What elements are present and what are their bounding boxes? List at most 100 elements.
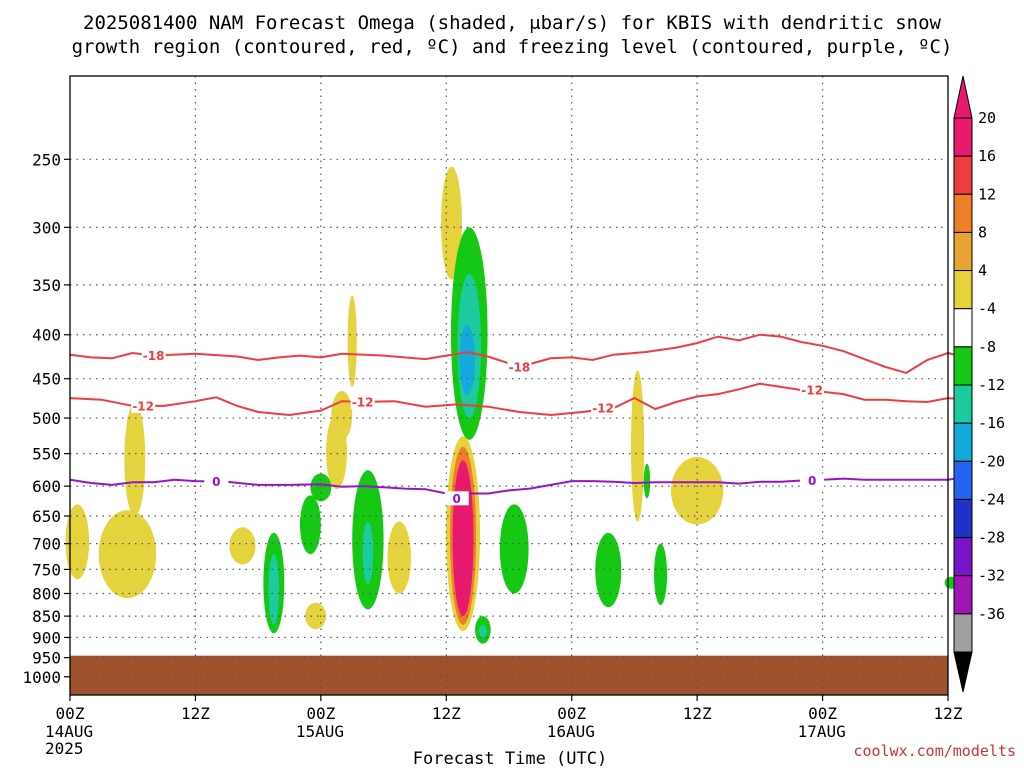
x-tick-date-0: 14AUG	[45, 722, 93, 741]
omega-feature-0	[441, 166, 462, 280]
temperature-contours: -18 -18 -12 -12 -12 -12 0 0 0	[69, 333, 959, 506]
contour-label-bg	[141, 348, 166, 363]
x-tick-year-0: 2025	[45, 739, 84, 758]
x-tick-label-0: 00Z	[56, 704, 85, 723]
y-tick-label-550: 550	[32, 445, 61, 464]
omega-feature-6	[452, 460, 474, 617]
colorbar-label--8: -8	[978, 338, 996, 356]
y-tick-label-250: 250	[32, 150, 61, 169]
contour-label-0: 0	[453, 492, 461, 506]
y-tick-label-850: 850	[32, 607, 61, 626]
x-tick-date-2: 15AUG	[296, 722, 344, 741]
y-tick-label-650: 650	[32, 507, 61, 526]
colorbar-box-0	[953, 117, 973, 157]
omega-feature-12	[124, 402, 146, 516]
colorbar-bottom-arrow	[953, 651, 973, 693]
chart-title-line1: 2025081400 NAM Forecast Omega (shaded, μ…	[83, 12, 941, 34]
omega-feature-22	[387, 521, 412, 594]
x-tick-label-4: 00Z	[557, 704, 586, 723]
x-tick-label-1: 12Z	[181, 704, 210, 723]
y-tick-label-300: 300	[32, 218, 61, 237]
ground-terrain	[70, 655, 948, 695]
colorbar-top-arrow	[953, 75, 973, 119]
contour-line--12	[69, 382, 959, 417]
contour-label--12: -12	[592, 402, 614, 416]
colorbar-label--36: -36	[978, 605, 1005, 623]
colorbar-label-20: 20	[978, 109, 996, 127]
x-tick-date-6: 17AUG	[798, 722, 846, 741]
omega-feature-23	[305, 602, 327, 630]
y-tick-label-600: 600	[32, 477, 61, 496]
omega-feature-19	[331, 390, 353, 440]
omega-feature-24	[347, 295, 357, 387]
colorbar-box-3	[953, 231, 973, 272]
y-tick-label-500: 500	[32, 409, 61, 428]
omega-shading	[65, 166, 958, 644]
x-tick-date-4: 16AUG	[547, 722, 595, 741]
contour-label--18: -18	[509, 360, 531, 374]
colorbar-box-11	[953, 537, 973, 577]
y-tick-label-1000: 1000	[22, 668, 61, 687]
contour-label-bg	[800, 473, 825, 488]
contour-label--18: -18	[143, 349, 165, 363]
x-tick-label-7: 12Z	[934, 704, 963, 723]
colorbar-box-2	[953, 193, 973, 233]
colorbar: 20 16 12 8 4 -4 -8 -12 -16 -20 -24 -28 -32 -36	[953, 75, 1005, 693]
omega-feature-11	[98, 510, 157, 599]
omega-feature-15	[268, 554, 280, 625]
contour-label-0: 0	[808, 474, 816, 488]
y-tick-label-900: 900	[32, 628, 61, 647]
y-tick-label-450: 450	[32, 370, 61, 389]
colorbar-box-4	[953, 270, 973, 310]
colorbar-box-9	[953, 460, 973, 500]
y-tick-label-700: 700	[32, 535, 61, 554]
contour-label-bg	[131, 398, 156, 413]
y-tick-label-350: 350	[32, 276, 61, 295]
colorbar-label--16: -16	[978, 414, 1005, 432]
x-axis-label: Forecast Time (UTC)	[413, 749, 607, 768]
chart-title-line2: growth region (contoured, red, ºC) and f…	[72, 36, 953, 58]
omega-feature-17	[310, 473, 332, 502]
y-tick-label-800: 800	[32, 584, 61, 603]
omega-feature-10	[65, 504, 90, 580]
contour-label-bg	[204, 474, 229, 489]
contour-label-bg	[591, 401, 616, 416]
omega-feature-21	[362, 521, 374, 585]
contour-label-bg	[507, 359, 532, 374]
colorbar-label-4: 4	[978, 262, 987, 280]
x-tick-label-3: 12Z	[432, 704, 461, 723]
omega-feature-3	[459, 325, 476, 395]
y-tick-label-400: 400	[32, 326, 61, 345]
colorbar-label--4: -4	[978, 300, 996, 318]
y-axis-ticks: 250 300 350 400 450 500 550 600 650 700 750 800 850 9…	[22, 150, 70, 687]
x-tick-label-5: 12Z	[683, 704, 712, 723]
colorbar-label--32: -32	[978, 567, 1005, 585]
omega-feature-25	[595, 532, 622, 608]
colorbar-box-5	[953, 308, 973, 348]
plot-frame	[69, 75, 949, 696]
omega-feature-27	[643, 463, 651, 499]
contour-label--12: -12	[132, 399, 154, 413]
omega-feature-16	[299, 495, 321, 555]
colorbar-box-13	[953, 613, 973, 653]
x-tick-label-6: 00Z	[808, 704, 837, 723]
colorbar-box-8	[953, 422, 973, 462]
contour-label--12: -12	[352, 396, 374, 410]
colorbar-label-12: 12	[978, 185, 996, 203]
contour-label-0: 0	[212, 475, 220, 489]
contour-line--18	[69, 333, 959, 374]
omega-feature-8	[478, 624, 487, 638]
colorbar-box-7	[953, 384, 973, 424]
contour-label--12: -12	[801, 384, 823, 398]
colorbar-label-16: 16	[978, 147, 996, 165]
colorbar-label--28: -28	[978, 529, 1005, 547]
y-tick-label-750: 750	[32, 560, 61, 579]
colorbar-box-10	[953, 498, 973, 539]
contour-label-bg	[444, 491, 469, 506]
colorbar-box-12	[953, 575, 973, 615]
contour-label-bg	[350, 395, 375, 410]
omega-feature-9	[499, 504, 529, 594]
omega-feature-26	[631, 370, 645, 522]
